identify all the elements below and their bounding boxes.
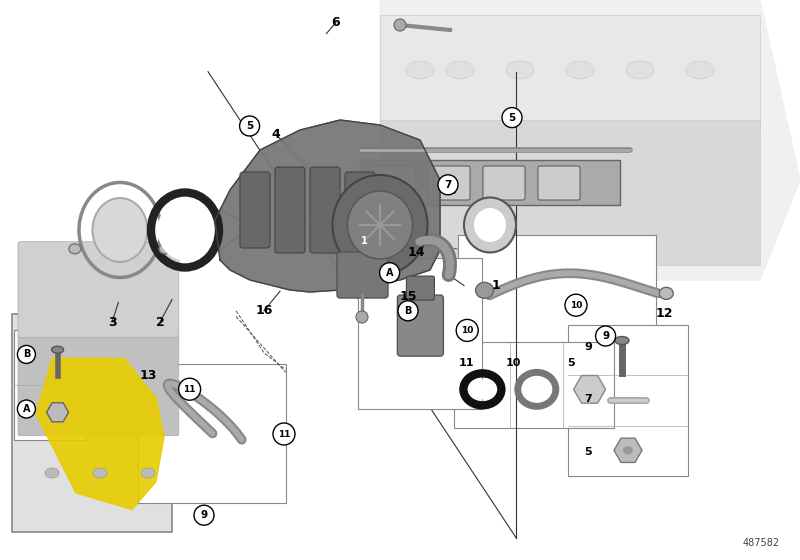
Text: B: B	[404, 306, 412, 316]
Circle shape	[456, 319, 478, 342]
Bar	[12, 314, 172, 532]
FancyBboxPatch shape	[275, 167, 305, 253]
FancyBboxPatch shape	[373, 166, 415, 200]
Bar	[14, 330, 86, 440]
Ellipse shape	[52, 346, 64, 353]
Circle shape	[178, 378, 201, 400]
Circle shape	[18, 346, 35, 363]
Ellipse shape	[524, 379, 550, 400]
Ellipse shape	[615, 337, 629, 344]
Polygon shape	[36, 358, 164, 510]
Ellipse shape	[475, 282, 494, 298]
Circle shape	[565, 294, 587, 316]
Text: 487582: 487582	[743, 538, 780, 548]
Text: 6: 6	[332, 16, 340, 29]
FancyBboxPatch shape	[380, 120, 760, 265]
FancyBboxPatch shape	[18, 242, 179, 338]
Text: 16: 16	[255, 304, 273, 318]
Ellipse shape	[347, 191, 413, 259]
Text: 5: 5	[584, 447, 592, 457]
Circle shape	[438, 175, 458, 195]
Text: 11: 11	[458, 358, 474, 368]
Ellipse shape	[141, 468, 155, 478]
Text: A: A	[22, 404, 30, 414]
Text: 13: 13	[139, 368, 157, 382]
Text: B: B	[22, 349, 30, 360]
Polygon shape	[380, 0, 800, 280]
FancyBboxPatch shape	[18, 333, 179, 436]
FancyBboxPatch shape	[398, 295, 443, 356]
Bar	[568, 325, 688, 476]
FancyBboxPatch shape	[360, 160, 620, 205]
FancyBboxPatch shape	[345, 172, 375, 248]
Text: 11: 11	[278, 430, 290, 438]
Text: 10: 10	[506, 358, 522, 368]
Circle shape	[394, 19, 406, 31]
FancyBboxPatch shape	[310, 167, 340, 253]
Ellipse shape	[69, 244, 81, 254]
Circle shape	[18, 400, 35, 418]
Ellipse shape	[406, 61, 434, 79]
Circle shape	[595, 326, 616, 346]
Text: 4: 4	[272, 128, 280, 141]
Ellipse shape	[506, 61, 534, 79]
Ellipse shape	[446, 61, 474, 79]
FancyBboxPatch shape	[380, 15, 760, 130]
Text: A: A	[386, 268, 394, 278]
Text: 14: 14	[407, 245, 425, 259]
Bar	[458, 235, 656, 368]
FancyBboxPatch shape	[428, 166, 470, 200]
Polygon shape	[215, 120, 440, 292]
Text: 5: 5	[567, 358, 575, 368]
Text: 9: 9	[602, 331, 609, 341]
Text: 7: 7	[444, 180, 452, 190]
Ellipse shape	[566, 61, 594, 79]
FancyBboxPatch shape	[337, 252, 388, 298]
Circle shape	[356, 311, 368, 323]
FancyBboxPatch shape	[406, 276, 434, 300]
Text: 1: 1	[361, 236, 367, 246]
Ellipse shape	[626, 61, 654, 79]
Text: 2: 2	[156, 315, 164, 329]
Circle shape	[273, 423, 295, 445]
Ellipse shape	[686, 61, 714, 79]
Text: 5: 5	[508, 113, 516, 123]
Ellipse shape	[159, 244, 171, 254]
Text: 12: 12	[655, 307, 673, 320]
FancyBboxPatch shape	[240, 172, 270, 248]
Text: 15: 15	[399, 290, 417, 304]
Circle shape	[502, 108, 522, 128]
Ellipse shape	[93, 468, 107, 478]
Text: 8: 8	[448, 184, 456, 197]
Text: 10: 10	[461, 326, 474, 335]
Circle shape	[194, 505, 214, 525]
Text: 11: 11	[183, 385, 196, 394]
Ellipse shape	[158, 199, 213, 260]
Bar	[454, 342, 614, 428]
Text: 7: 7	[584, 394, 592, 404]
Text: 10: 10	[570, 301, 582, 310]
Ellipse shape	[45, 468, 59, 478]
FancyBboxPatch shape	[538, 166, 580, 200]
FancyBboxPatch shape	[483, 166, 525, 200]
Ellipse shape	[333, 175, 427, 275]
Circle shape	[380, 263, 400, 283]
Ellipse shape	[659, 287, 674, 300]
Text: 3: 3	[108, 315, 116, 329]
Ellipse shape	[470, 379, 495, 399]
Bar	[138, 364, 286, 503]
Text: 5: 5	[246, 121, 254, 131]
Circle shape	[240, 116, 259, 136]
Bar	[358, 258, 482, 409]
Text: 1: 1	[492, 279, 500, 292]
Ellipse shape	[93, 198, 147, 262]
Ellipse shape	[464, 198, 516, 253]
Text: 9: 9	[201, 510, 207, 520]
Ellipse shape	[623, 446, 633, 454]
Text: 9: 9	[584, 343, 592, 352]
Circle shape	[398, 301, 418, 321]
Ellipse shape	[474, 208, 506, 242]
